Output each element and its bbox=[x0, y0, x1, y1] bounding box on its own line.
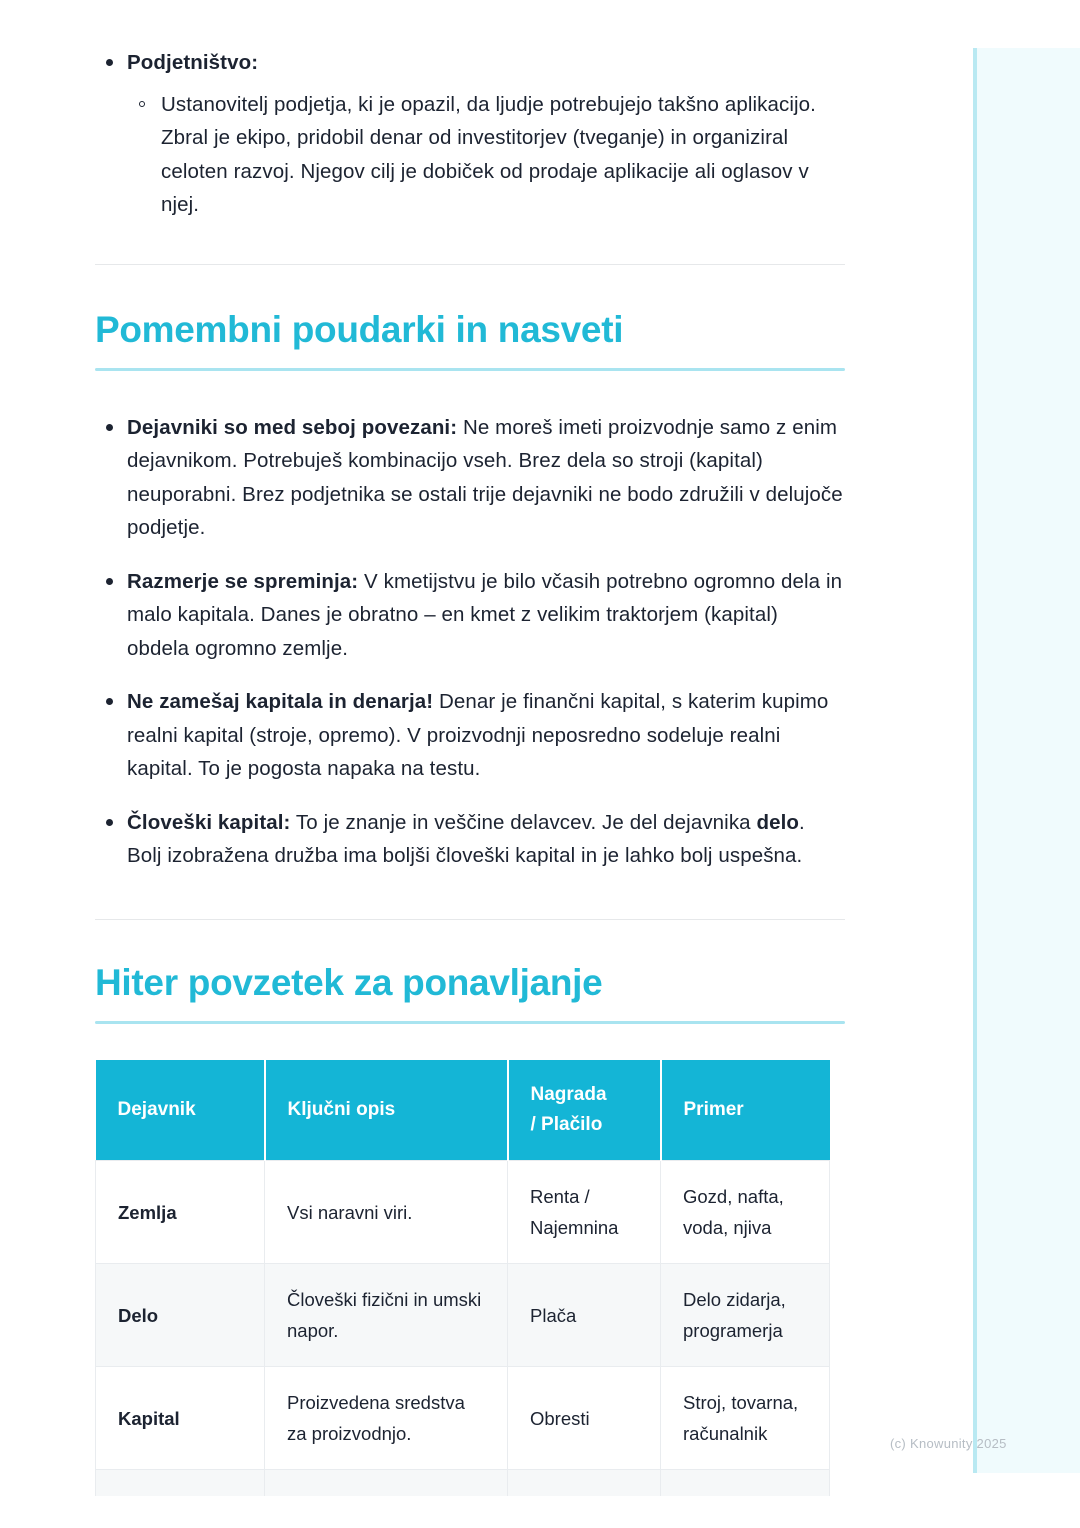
list-item: Ne zamešaj kapitala in denarja! Denar je… bbox=[95, 685, 845, 786]
list-item: Človeški kapital: To je znanje in veščin… bbox=[95, 806, 845, 873]
bullet-disc-icon bbox=[106, 698, 113, 706]
highlight-text: To je znanje in veščine delavcev. Je del… bbox=[290, 810, 757, 834]
list-item: Razmerje se spreminja: V kmetijstvu je b… bbox=[95, 565, 845, 666]
cell-dejavnik: Kapital bbox=[95, 1366, 265, 1471]
table-row: Zemlja Vsi naravni viri. Renta / Najemni… bbox=[95, 1160, 830, 1265]
intro-list-heading: Podjetništvo: bbox=[127, 51, 259, 74]
cell-nagrada: Plača bbox=[507, 1263, 661, 1368]
title-underline bbox=[95, 367, 845, 371]
list-item: Ustanovitelj podjetja, ki je opazil, da … bbox=[127, 88, 845, 222]
highlight-text-tail: . Bolj izobražena družba ima boljši člov… bbox=[127, 810, 805, 868]
summary-table: Dejavnik Ključni opis Nagrada / Plačilo P… bbox=[95, 1060, 830, 1496]
table-header-row: Dejavnik Ključni opis Nagrada / Plačilo P… bbox=[95, 1060, 830, 1161]
cell-opis: Proizvedena sredstva za proizvodnjo. bbox=[264, 1366, 508, 1471]
highlight-lead: Dejavniki so med seboj povezani: bbox=[127, 415, 458, 439]
cell-nagrada bbox=[507, 1469, 661, 1496]
highlight-inline-bold: delo bbox=[756, 810, 800, 834]
list-item: Dejavniki so med seboj povezani: Ne more… bbox=[95, 411, 845, 545]
page-title: Pomembni poudarki in nasveti bbox=[95, 308, 624, 350]
spacer bbox=[95, 873, 845, 919]
cell-dejavnik: Delo bbox=[95, 1263, 265, 1368]
cell-dejavnik: Zemlja bbox=[95, 1160, 265, 1265]
table-row: Delo Človeški fizični in umski napor. Pl… bbox=[95, 1263, 830, 1368]
page-side-panel bbox=[973, 48, 1080, 1473]
bullet-disc-icon bbox=[106, 423, 113, 431]
table-body: Zemlja Vsi naravni viri. Renta / Najemni… bbox=[95, 1160, 830, 1496]
section-divider bbox=[95, 263, 845, 265]
page-title: Hiter povzetek za ponavljanje bbox=[95, 961, 603, 1003]
bullet-circle-icon bbox=[139, 100, 145, 107]
cell-nagrada: Renta / Najemnina bbox=[507, 1160, 661, 1265]
table-head: Dejavnik Ključni opis Nagrada / Plačilo P… bbox=[95, 1060, 830, 1161]
bullet-disc-icon bbox=[106, 818, 113, 826]
highlight-text: Denar je finančni kapital, s katerim kup… bbox=[127, 690, 829, 781]
highlight-lead: Ne zamešaj kapitala in denarja! bbox=[127, 690, 434, 714]
cell-primer: Gozd, nafta, voda, njiva bbox=[660, 1160, 830, 1265]
cell-primer: Delo zidarja, programerja bbox=[660, 1263, 830, 1368]
header-line-2: / Plačilo bbox=[530, 1114, 603, 1136]
cell-opis: Človeški fizični in umski napor. bbox=[264, 1263, 508, 1368]
table-header-nagrada-placilo: Nagrada / Plačilo bbox=[507, 1060, 662, 1161]
spacer bbox=[95, 920, 845, 962]
highlights-list: Dejavniki so med seboj povezani: Ne more… bbox=[95, 411, 845, 873]
cell-opis bbox=[264, 1469, 508, 1496]
cell-opis: Vsi naravni viri. bbox=[264, 1160, 508, 1265]
cell-nagrada: Obresti bbox=[507, 1366, 661, 1471]
spacer bbox=[95, 265, 845, 309]
cell-primer bbox=[660, 1469, 830, 1496]
highlight-text: V kmetijstvu je bilo včasih potrebno ogr… bbox=[127, 569, 843, 660]
spacer bbox=[95, 371, 845, 411]
table-row: Kapital Proizvedena sredstva za proizvod… bbox=[95, 1366, 830, 1471]
cell-primer: Stroj, tovarna, računalnik bbox=[660, 1366, 830, 1471]
cell-dejavnik bbox=[95, 1469, 265, 1496]
highlight-lead: Človeški kapital: bbox=[127, 810, 291, 834]
intro-list: Podjetništvo: Ustanovitelj podjetja, ki … bbox=[95, 46, 845, 222]
highlight-lead: Razmerje se spreminja: bbox=[127, 569, 359, 593]
intro-sublist-text: Ustanovitelj podjetja, ki je opazil, da … bbox=[161, 92, 816, 217]
copyright-watermark: (c) Knowunity 2025 bbox=[890, 1436, 1007, 1451]
intro-sublist: Ustanovitelj podjetja, ki je opazil, da … bbox=[127, 88, 845, 222]
section-divider bbox=[95, 918, 845, 920]
spacer bbox=[95, 222, 845, 264]
header-line-1: Nagrada bbox=[530, 1084, 607, 1106]
highlight-text: Ne moreš imeti proizvodnje samo z enim d… bbox=[127, 415, 843, 540]
note-page: Podjetništvo: Ustanovitelj podjetja, ki … bbox=[95, 46, 845, 1496]
summary-table-wrapper: Dejavnik Ključni opis Nagrada / Plačilo P… bbox=[95, 1060, 845, 1496]
list-item: Podjetništvo: Ustanovitelj podjetja, ki … bbox=[95, 46, 845, 222]
title-underline bbox=[95, 1021, 845, 1025]
table-header-dejavnik: Dejavnik bbox=[95, 1060, 266, 1161]
table-row-partial bbox=[95, 1469, 830, 1496]
bullet-disc-icon bbox=[106, 577, 113, 585]
table-header-kljucni-opis: Ključni opis bbox=[264, 1060, 509, 1161]
table-header-primer: Primer bbox=[660, 1060, 830, 1161]
bullet-disc-icon bbox=[106, 59, 113, 66]
